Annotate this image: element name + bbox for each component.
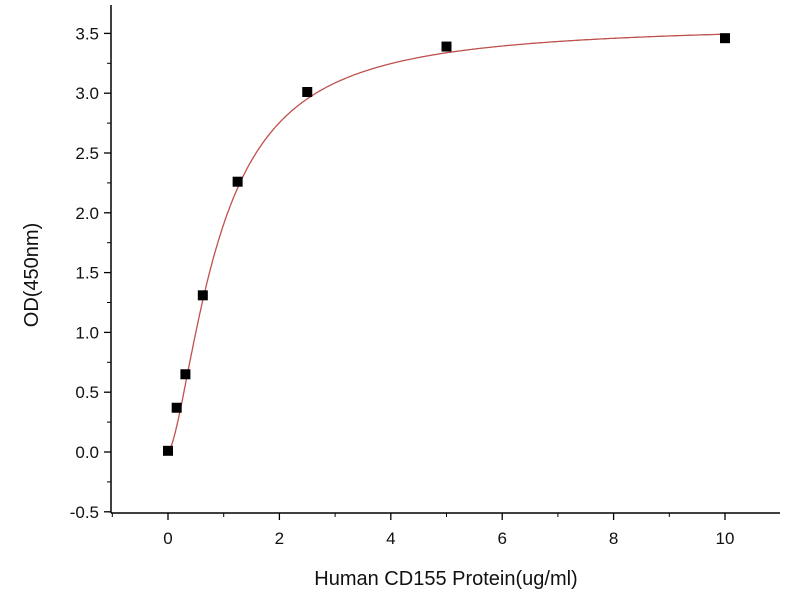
x-tick-label: 0 (163, 529, 172, 548)
data-point (720, 33, 730, 44)
fit-curve (167, 33, 725, 453)
data-points (163, 33, 730, 456)
y-tick-label: 3.0 (75, 84, 99, 103)
x-tick-label: 2 (275, 529, 284, 548)
x-axis-title: Human CD155 Protein(ug/ml) (314, 568, 577, 590)
data-point (232, 176, 243, 187)
y-tick-label: 1.5 (75, 264, 99, 283)
data-point (171, 402, 182, 413)
y-tick-label: 0.0 (75, 443, 99, 462)
y-tick-label: 3.5 (75, 24, 99, 43)
y-tick-label: 2.0 (75, 204, 99, 223)
data-point (197, 290, 208, 301)
x-tick-label: 8 (609, 529, 618, 548)
x-tick-label: 10 (716, 529, 735, 548)
x-tick-label: 4 (386, 529, 395, 548)
y-tick-label: 1.0 (75, 323, 99, 342)
y-tick-label: -0.5 (70, 503, 99, 522)
y-tick-label: 2.5 (75, 144, 99, 163)
data-point (302, 87, 313, 98)
fit-curve-group (167, 33, 725, 453)
y-axis-title: OD(450nm) (21, 223, 43, 327)
x-tick-label: 6 (497, 529, 506, 548)
data-point (180, 369, 191, 380)
axes: 0 2 4 6 8 10 -0.5 0.0 0.5 1.0 1.5 2.0 2.5 3.0 3.5 (70, 5, 780, 548)
data-point (441, 41, 452, 52)
data-point (163, 445, 173, 456)
y-tick-label: 0.5 (75, 383, 99, 402)
